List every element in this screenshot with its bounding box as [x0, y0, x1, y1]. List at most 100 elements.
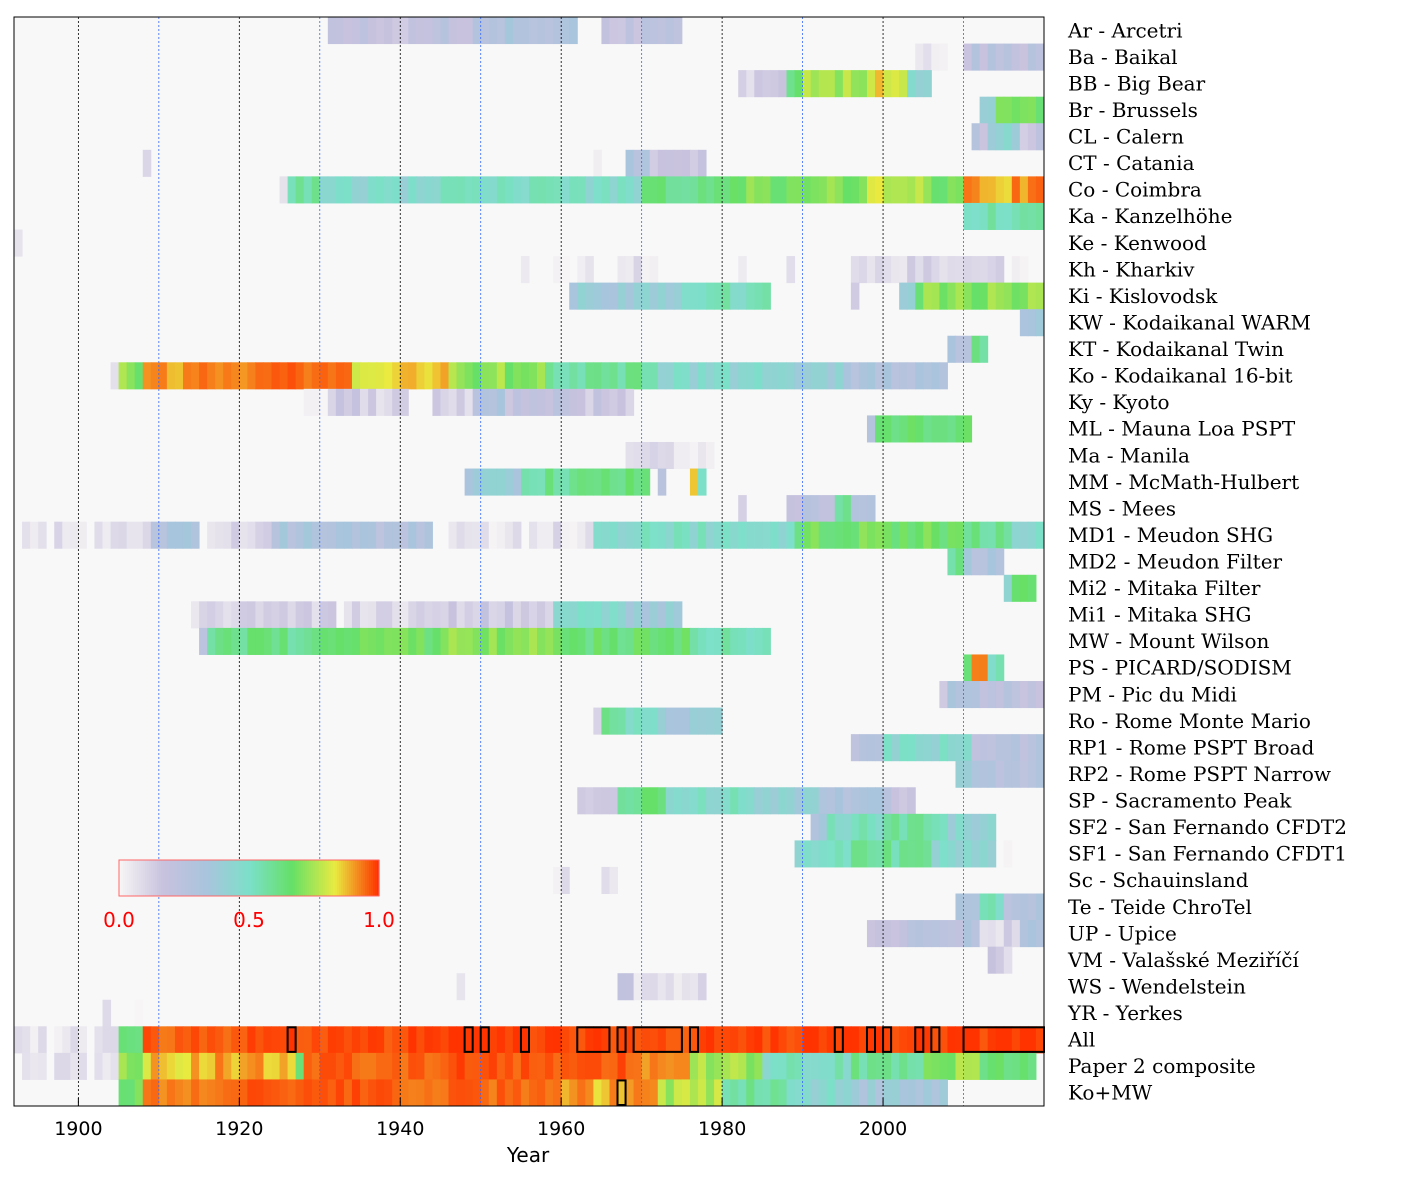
- heatmap-cell: [939, 282, 948, 310]
- colorbar-swatch: [229, 860, 232, 896]
- heatmap-cell: [738, 362, 747, 390]
- heatmap-cell: [609, 468, 619, 496]
- heatmap-cell: [408, 627, 417, 655]
- heatmap-cell: [987, 681, 997, 709]
- heatmap-cell: [641, 1052, 651, 1080]
- heatmap-cell: [142, 149, 152, 177]
- heatmap-cell: [400, 627, 409, 655]
- heatmap-cell: [593, 1026, 602, 1054]
- heatmap-cell: [625, 1026, 635, 1054]
- heatmap-cell: [995, 1052, 1005, 1080]
- heatmap-cell: [850, 176, 860, 204]
- colorbar-swatch: [297, 860, 300, 896]
- heatmap-cell: [520, 1052, 530, 1080]
- colorbar-swatch: [369, 860, 372, 896]
- heatmap-cell: [987, 96, 997, 124]
- heatmap-cell: [730, 176, 739, 204]
- heatmap-cell: [440, 1079, 450, 1107]
- heatmap-cell: [199, 1079, 208, 1107]
- heatmap-cell: [62, 521, 71, 549]
- heatmap-cell: [730, 1052, 739, 1080]
- heatmap-cell: [287, 362, 297, 390]
- row-label: Ar - Arcetri: [1067, 18, 1183, 42]
- heatmap-cell: [971, 176, 981, 204]
- colorbar-swatch: [287, 860, 290, 896]
- heatmap-cell: [786, 362, 796, 390]
- heatmap-cell: [714, 1026, 723, 1054]
- heatmap-cell: [995, 920, 1005, 948]
- heatmap-cell: [432, 388, 441, 416]
- heatmap-cell: [907, 70, 916, 98]
- heatmap-cell: [794, 521, 804, 549]
- heatmap-cell: [569, 282, 578, 310]
- heatmap-cell: [649, 707, 659, 735]
- heatmap-cell: [907, 415, 916, 443]
- heatmap-cell: [199, 362, 208, 390]
- heatmap-cell: [368, 176, 377, 204]
- heatmap-cell: [979, 521, 989, 549]
- heatmap-cell: [722, 176, 731, 204]
- heatmap-cell: [545, 1079, 554, 1107]
- colorbar-swatch: [171, 860, 174, 896]
- heatmap-cell: [714, 282, 723, 310]
- heatmap-cell: [472, 362, 482, 390]
- heatmap-cell: [1019, 309, 1029, 337]
- heatmap-cell: [488, 468, 498, 496]
- heatmap-cell: [689, 362, 699, 390]
- heatmap-cell: [617, 362, 627, 390]
- heatmap-cell: [995, 176, 1005, 204]
- heatmap-cell: [376, 176, 385, 204]
- heatmap-cell: [939, 840, 948, 868]
- heatmap-cell: [255, 1079, 264, 1107]
- heatmap-cell: [842, 521, 852, 549]
- heatmap-cell: [529, 388, 538, 416]
- heatmap-cell: [802, 521, 812, 549]
- heatmap-cell: [287, 601, 297, 629]
- heatmap-cell: [689, 149, 699, 177]
- heatmap-cells: [14, 17, 1045, 1107]
- heatmap-cell: [665, 441, 675, 470]
- heatmap-cell: [907, 176, 916, 204]
- heatmap-cell: [625, 362, 635, 390]
- heatmap-cell: [496, 1026, 506, 1054]
- heatmap-cell: [263, 1052, 272, 1080]
- colorbar-swatch: [349, 860, 352, 896]
- heatmap-cell: [1035, 734, 1045, 762]
- heatmap-cell: [802, 176, 812, 204]
- heatmap-cell: [118, 1052, 128, 1080]
- heatmap-cell: [263, 627, 272, 655]
- heatmap-cell: [271, 521, 281, 549]
- colorbar-swatch: [153, 860, 156, 896]
- heatmap-cell: [875, 787, 884, 815]
- heatmap-cell: [794, 1026, 804, 1054]
- heatmap-cell: [512, 521, 522, 549]
- heatmap-cell: [802, 1052, 812, 1080]
- heatmap-cell: [569, 1079, 578, 1107]
- row-label: Co - Coimbra: [1068, 178, 1202, 202]
- heatmap-cell: [1003, 574, 1013, 602]
- heatmap-cell: [955, 840, 965, 868]
- heatmap-cell: [142, 1052, 152, 1080]
- heatmap-cell: [907, 362, 916, 390]
- heatmap-cell: [915, 176, 924, 204]
- heatmap-cell: [545, 362, 554, 390]
- heatmap-cell: [633, 1052, 643, 1080]
- heatmap-cell: [110, 1052, 120, 1080]
- heatmap-cell: [850, 787, 860, 815]
- heatmap-cell: [512, 362, 522, 390]
- heatmap-cell: [641, 282, 651, 310]
- heatmap-cell: [400, 17, 409, 45]
- heatmap-cell: [351, 627, 361, 655]
- heatmap-cell: [392, 521, 401, 549]
- heatmap-cell: [545, 627, 554, 655]
- colorbar-swatch: [185, 860, 188, 896]
- heatmap-cell: [537, 1079, 546, 1107]
- heatmap-cell: [456, 601, 466, 629]
- heatmap-cell: [585, 1052, 594, 1080]
- heatmap-cell: [915, 1052, 924, 1080]
- heatmap-cell: [681, 521, 691, 549]
- heatmap-cell: [746, 1026, 755, 1054]
- heatmap-cell: [577, 521, 586, 549]
- heatmap-cell: [343, 17, 353, 45]
- highlight-box: [616, 1079, 627, 1106]
